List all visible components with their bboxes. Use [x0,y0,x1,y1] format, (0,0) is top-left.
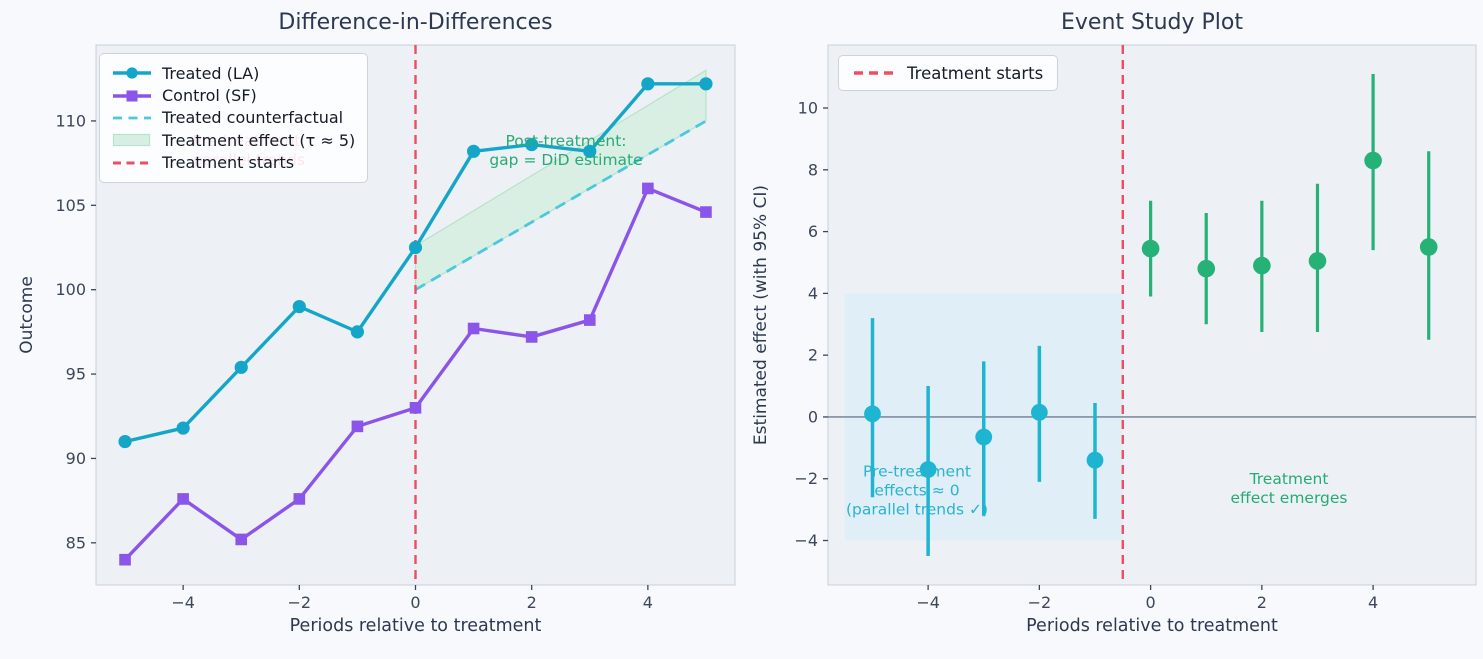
svg-text:0: 0 [808,407,818,426]
pre-note-line2: effects ≈ 0 [874,481,960,500]
event-study-panel-title: Event Study Plot [1061,10,1243,35]
control-line-swatch [113,90,151,102]
svg-text:8: 8 [808,160,818,179]
post-note-line2: gap = DiD estimate [489,151,643,169]
did-y-axis-label: Outcome [17,276,37,354]
svg-text:2: 2 [1257,593,1267,612]
svg-text:4: 4 [643,593,653,612]
svg-text:85: 85 [66,533,86,552]
legend-item-control: Control (SF) [112,84,355,106]
svg-text:−4: −4 [794,531,818,550]
legend-item-treated: Treated (LA) [112,62,355,84]
did-legend: Treated (LA) Control (SF) Treated counte… [99,53,369,183]
legend-label-treatment-starts: Treatment starts [162,153,295,173]
svg-text:−2: −2 [288,593,312,612]
post-treatment-note: Post-treatment: gap = DiD estimate [489,132,642,170]
svg-text:4: 4 [1368,593,1378,612]
legend-item-effect-band: Treatment effect (τ ≈ 5) [112,129,355,151]
legend-label-control: Control (SF) [162,86,257,106]
legend-label-treatment-starts-right: Treatment starts [907,63,1044,83]
svg-text:−4: −4 [916,593,940,612]
effect-emerges-note: Treatment effect emerges [1231,470,1348,508]
legend-label-effect-band: Treatment effect (τ ≈ 5) [162,130,356,150]
svg-text:−4: −4 [171,593,195,612]
svg-text:4: 4 [808,284,818,303]
svg-text:95: 95 [66,365,86,384]
post-note-line1: Post-treatment: [505,132,627,150]
legend-item-treatment-starts-right: Treatment starts [853,63,1043,83]
emerge-note-line2: effect emerges [1230,489,1348,507]
svg-text:105: 105 [55,196,86,215]
event-study-y-axis-label: Estimated effect (with 95% CI) [751,184,771,446]
event-study-x-axis-label: Periods relative to treatment [1026,616,1278,636]
pre-note-line3: (parallel trends ✓) [846,500,988,519]
svg-text:0: 0 [410,593,420,612]
svg-text:−2: −2 [794,469,818,488]
treated-line-swatch [113,67,151,79]
counterfactual-dash-swatch [113,116,151,120]
svg-text:2: 2 [808,346,818,365]
svg-text:6: 6 [808,222,818,241]
svg-text:90: 90 [66,449,86,468]
emerge-note-line1: Treatment [1249,470,1329,488]
svg-text:100: 100 [55,280,86,299]
svg-text:0: 0 [1146,593,1156,612]
legend-label-counterfactual: Treated counterfactual [162,108,344,128]
legend-item-treatment-starts: Treatment starts [112,152,355,174]
pre-note-line1: Pre-treatment [862,462,971,481]
did-x-axis-label: Periods relative to treatment [289,616,542,636]
svg-text:10: 10 [798,99,818,118]
did-panel-title: Difference-in-Differences [278,10,553,35]
treatment-starts-dash-swatch [113,161,151,165]
event-study-legend: Treatment starts [838,55,1059,91]
legend-item-counterfactual: Treated counterfactual [112,107,355,129]
pre-treatment-note: Pre-treatment effects ≈ 0 (parallel tren… [846,463,988,520]
legend-label-treated: Treated (LA) [162,63,260,83]
effect-band-swatch [112,134,151,147]
treatment-starts-dash-swatch [854,71,896,75]
svg-text:2: 2 [527,593,537,612]
svg-text:110: 110 [55,111,86,130]
svg-text:−2: −2 [1028,593,1052,612]
